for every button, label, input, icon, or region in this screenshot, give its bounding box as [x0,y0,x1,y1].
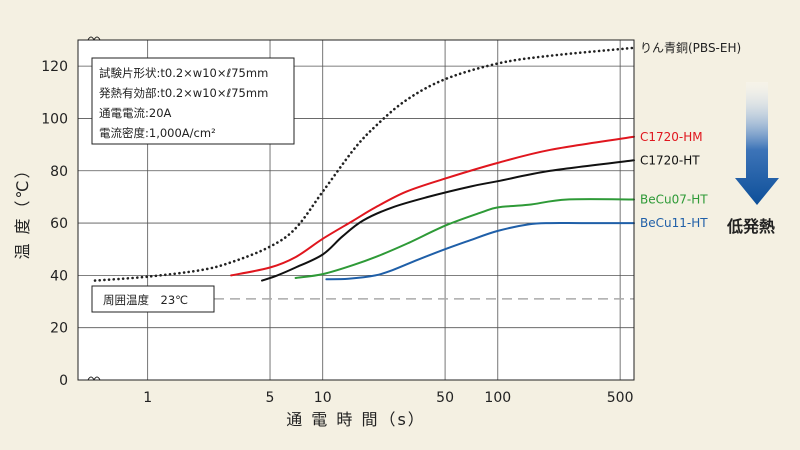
legend-label-0: りん青銅(PBS-EH) [640,41,741,55]
x-tick-label: 1 [143,390,152,406]
series-line-1 [230,135,635,277]
ambient-label: 周囲温度 23℃ [103,293,188,307]
axis-break-marks [87,36,101,381]
series-line-0 [93,46,636,282]
legend-label-1: C1720-HM [640,130,703,144]
conditions-box: 試験片形状:t0.2×w10×ℓ75mm 発熱有効部:t0.2×w10×ℓ75m… [91,57,295,145]
legend-label-2: C1720-HT [640,153,700,167]
tick-labels: 1 5 10 50 100 500 0 20 40 60 80 100 120 [41,59,633,406]
y-tick-label: 0 [59,373,68,389]
condition-line-1: 試験片形状:t0.2×w10×ℓ75mm [99,66,268,80]
x-tick-label: 10 [314,390,332,406]
plot-frame [77,39,635,381]
y-tick-label: 80 [50,164,68,180]
y-tick-label: 120 [41,59,68,75]
low-heat-label: 低発熱 [726,217,775,236]
y-tick-label: 20 [50,321,68,337]
x-tick-label: 500 [607,390,634,406]
condition-line-4: 電流密度:1,000A/cm² [99,126,216,140]
low-heat-arrow-icon [735,82,779,205]
series-line-2 [261,159,635,282]
legend: りん青銅(PBS-EH) C1720-HM C1720-HT BeCu07-HT BeC… [640,41,741,230]
y-tick-label: 60 [50,216,68,232]
x-axis-title: 通 電 時 間（s） [286,410,426,429]
series-line-4 [325,222,635,281]
legend-label-4: BeCu11-HT [640,216,708,230]
x-tick-label: 50 [436,390,454,406]
series-group [93,46,636,282]
x-tick-label: 100 [484,390,511,406]
y-tick-label: 40 [50,268,68,284]
condition-line-2: 発熱有効部:t0.2×w10×ℓ75mm [99,86,268,100]
y-axis-title: 温 度（℃） [13,160,32,259]
legend-label-3: BeCu07-HT [640,193,708,207]
ambient-box: 周囲温度 23℃ [91,285,215,313]
y-tick-label: 100 [41,111,68,127]
condition-line-3: 通電電流:20A [99,106,172,120]
series-line-3 [294,198,635,279]
x-tick-label: 5 [266,390,275,406]
